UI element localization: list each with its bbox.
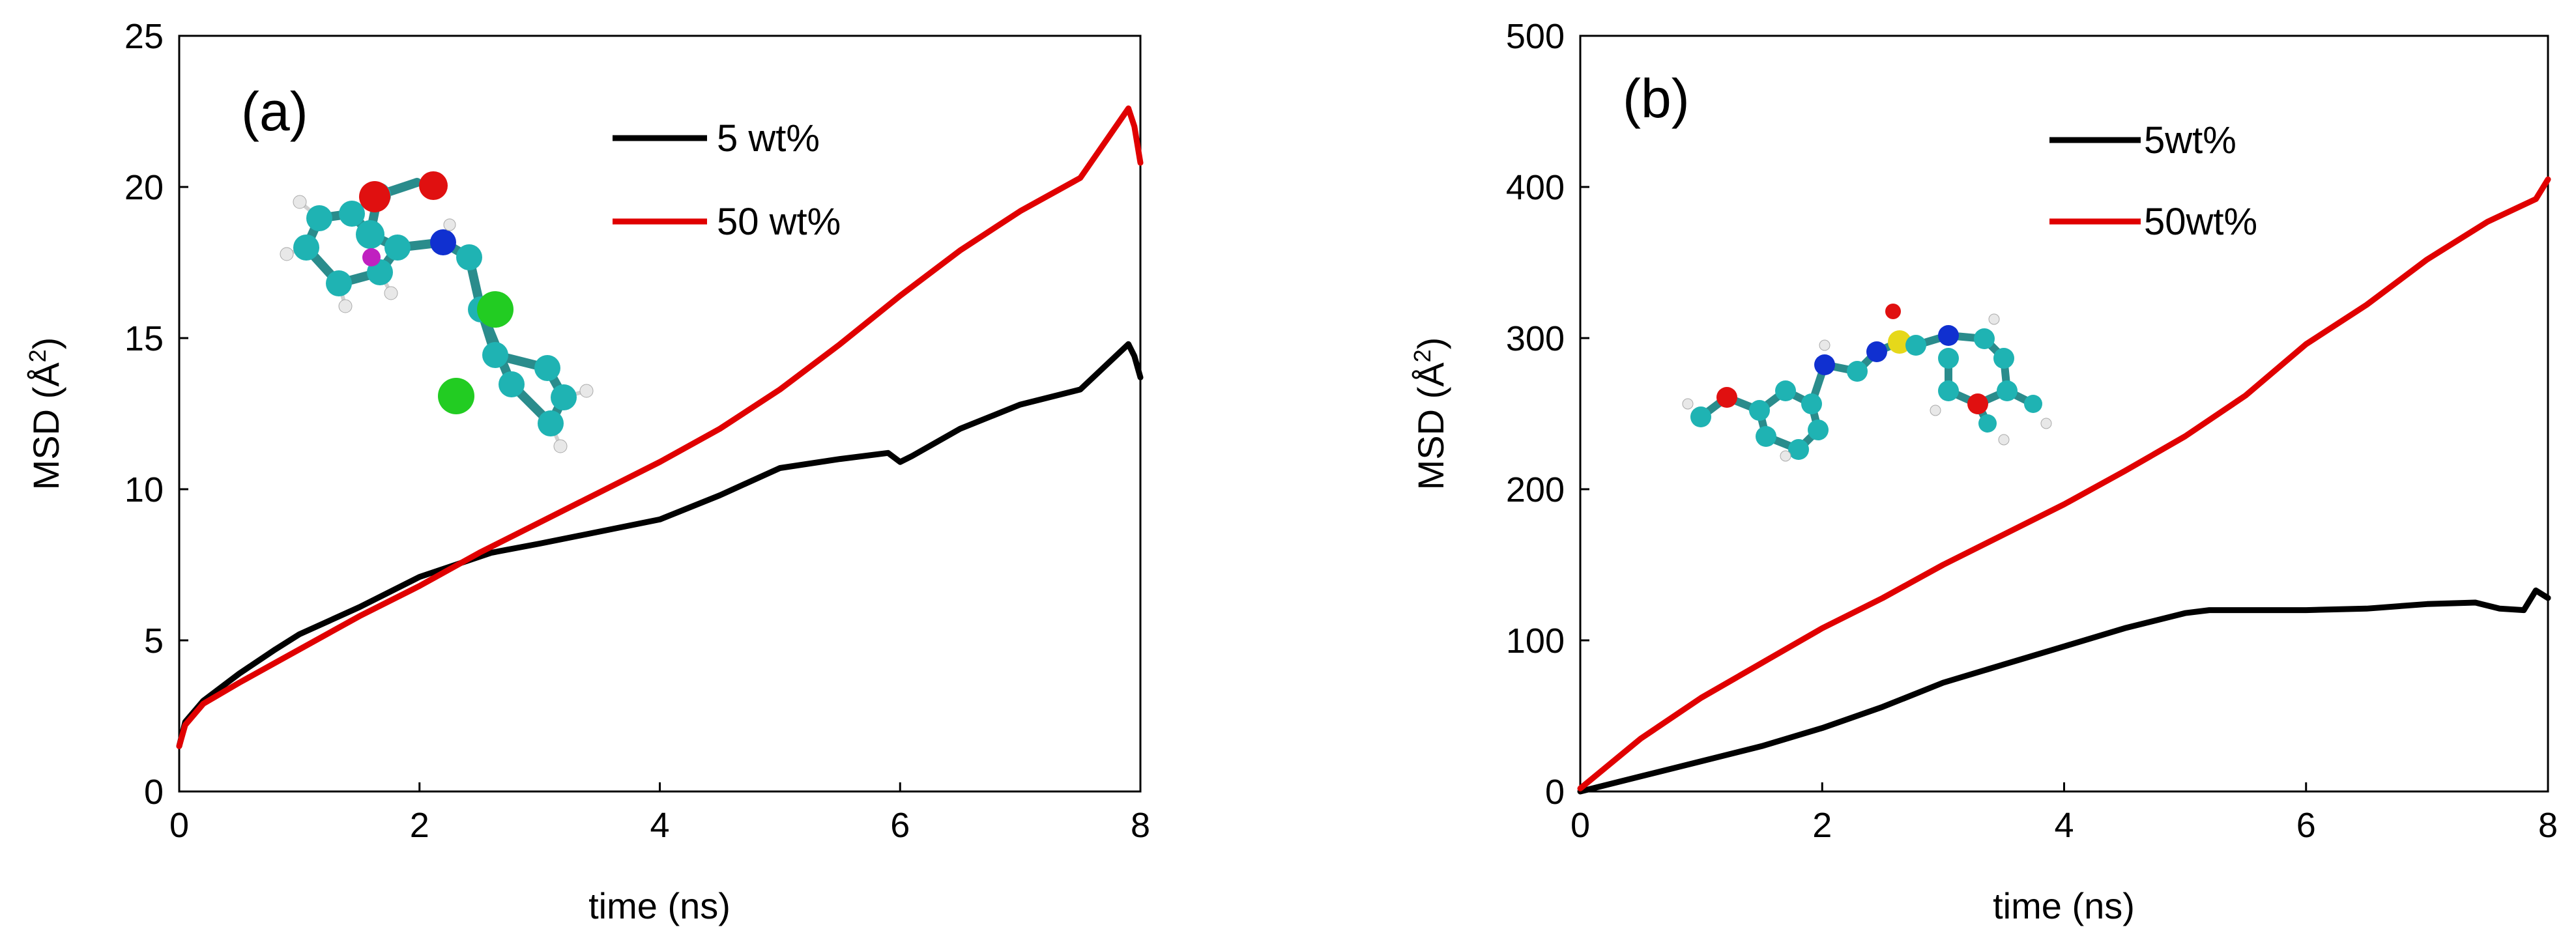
x-tick-label: 2: [1812, 806, 1832, 845]
legend-label-50wt: 50 wt%: [717, 201, 841, 243]
y-tick-label: 300: [1506, 319, 1565, 358]
x-tick-label: 6: [2296, 806, 2316, 845]
legend-label-50wt: 50wt%: [2144, 201, 2257, 243]
y-tick-label: 0: [1545, 773, 1565, 812]
legend-label-5wt: 5 wt%: [717, 117, 820, 160]
series-line-50wt: [176, 105, 1144, 749]
x-tick-label: 4: [2054, 806, 2074, 845]
x-tick-label: 8: [2538, 806, 2558, 845]
y-tick-label: 500: [1506, 17, 1565, 56]
legend-label-5wt: 5wt%: [2144, 119, 2236, 162]
y-tick-label: 200: [1506, 470, 1565, 509]
molecule-inset: [280, 171, 594, 453]
y-axis-label: MSD (Å2): [24, 337, 67, 491]
x-tick-label: 4: [650, 806, 669, 845]
x-tick-label: 8: [1131, 806, 1150, 845]
plot-frame: [1579, 35, 2549, 793]
y-ticks: 0 100 200 300 400 500: [1506, 17, 1589, 812]
y-axis-label: MSD (Å2): [1409, 337, 1452, 491]
x-tick-label: 6: [890, 806, 910, 845]
series-line-50wt: [1577, 176, 2551, 791]
x-ticks: 0 2 4 6 8: [1570, 782, 2558, 845]
y-ticks: 0 5 10 15 20 25: [124, 17, 188, 812]
panel-b: 0 100 200 300 400 500 0 2 4 6 8 (b) time (ns) MSD…: [1409, 17, 2558, 926]
y-tick-label: 0: [144, 773, 164, 812]
panel-label: (a): [241, 81, 308, 142]
legend: 5wt% 50wt%: [2049, 119, 2257, 243]
y-tick-label: 100: [1506, 621, 1565, 661]
x-tick-label: 0: [1570, 806, 1590, 845]
x-axis-label: time (ns): [588, 885, 731, 926]
series-lines: [176, 105, 1144, 749]
molecule-inset: [1682, 304, 2052, 462]
y-tick-label: 20: [124, 168, 164, 207]
panel-label: (b): [1623, 68, 1690, 129]
legend: 5 wt% 50 wt%: [613, 117, 841, 243]
x-tick-label: 2: [410, 806, 429, 845]
y-tick-label: 5: [144, 621, 164, 661]
y-tick-label: 10: [124, 470, 164, 509]
x-ticks: 0 2 4 6 8: [169, 782, 1150, 845]
series-line-5wt: [176, 341, 1144, 749]
y-tick-label: 25: [124, 17, 164, 56]
y-tick-label: 15: [124, 319, 164, 358]
series-line-5wt: [1577, 587, 2551, 795]
x-tick-label: 0: [169, 806, 189, 845]
series-lines: [1577, 176, 2551, 795]
y-tick-label: 400: [1506, 168, 1565, 207]
x-axis-label: time (ns): [1993, 885, 2135, 926]
